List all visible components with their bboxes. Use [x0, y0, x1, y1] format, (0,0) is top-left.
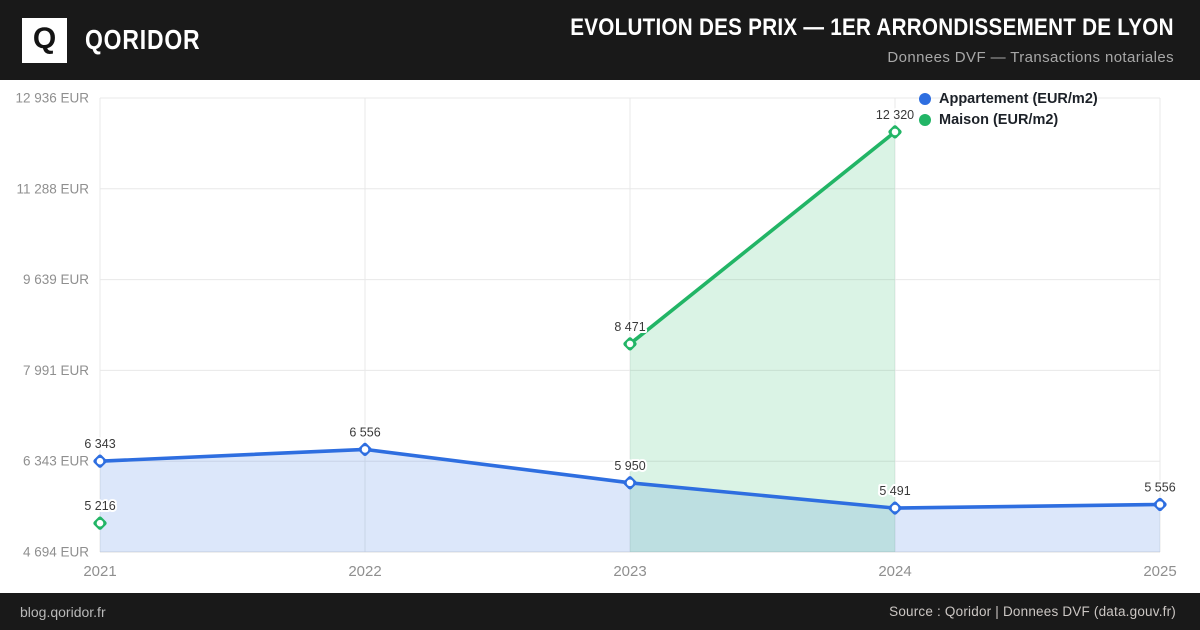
svg-text:2025: 2025: [1143, 563, 1176, 580]
legend-item-maison: Maison (EUR/m2): [919, 112, 1098, 128]
footer-site-url: blog.qoridor.fr: [20, 603, 106, 620]
qoridor-logo-icon: Q: [32, 22, 57, 55]
svg-text:6 343 EUR: 6 343 EUR: [23, 454, 89, 469]
svg-text:2023: 2023: [613, 563, 646, 580]
legend-item-appartement: Appartement (EUR/m2): [919, 91, 1098, 107]
header-brand-group: Q QORIDOR: [22, 17, 226, 63]
legend-label-appartement: Appartement (EUR/m2): [939, 91, 1098, 107]
chart-area: 4 694 EUR 6 343 EUR 7 991 EUR 9 639 EUR 11 2…: [0, 80, 1200, 593]
svg-text:7 991 EUR: 7 991 EUR: [23, 363, 89, 378]
svg-text:5 491: 5 491: [879, 484, 910, 498]
price-chart: 4 694 EUR 6 343 EUR 7 991 EUR 9 639 EUR 11 2…: [15, 91, 1177, 581]
svg-text:6 343: 6 343: [84, 437, 115, 451]
footer-source: Source : Qoridor | Donnees DVF (data.gou…: [889, 604, 1176, 619]
legend-dot: [919, 93, 931, 105]
qoridor-logo: Q: [22, 17, 67, 63]
footer: blog.qoridor.fr Source : Qoridor | Donne…: [0, 593, 1200, 630]
svg-text:11 288 EUR: 11 288 EUR: [16, 181, 89, 196]
svg-text:5 216: 5 216: [84, 499, 115, 513]
legend-dot: [919, 114, 931, 126]
svg-text:5 556: 5 556: [1144, 481, 1175, 495]
svg-text:2021: 2021: [83, 563, 116, 580]
svg-text:9 639 EUR: 9 639 EUR: [23, 272, 89, 287]
svg-text:2024: 2024: [878, 563, 911, 580]
page-title: EVOLUTION DES PRIX — 1ER ARRONDISSEMENT …: [570, 14, 1174, 41]
page-subtitle: Donnees DVF — Transactions notariales: [887, 49, 1174, 66]
svg-text:8 471: 8 471: [614, 320, 645, 334]
brand-name: QORIDOR: [85, 24, 201, 55]
header-titles: EVOLUTION DES PRIX — 1ER ARRONDISSEMENT …: [472, 14, 1174, 66]
svg-text:2022: 2022: [348, 563, 381, 580]
svg-text:5 950: 5 950: [614, 459, 645, 473]
svg-text:12 320: 12 320: [876, 108, 914, 122]
svg-text:4 694 EUR: 4 694 EUR: [23, 545, 89, 560]
svg-text:6 556: 6 556: [349, 425, 380, 439]
legend-label-maison: Maison (EUR/m2): [939, 112, 1059, 128]
chart-legend: Appartement (EUR/m2) Maison (EUR/m2): [919, 91, 1098, 133]
header: Q QORIDOR EVOLUTION DES PRIX — 1ER ARRON…: [0, 0, 1200, 80]
svg-text:12 936 EUR: 12 936 EUR: [15, 91, 89, 106]
